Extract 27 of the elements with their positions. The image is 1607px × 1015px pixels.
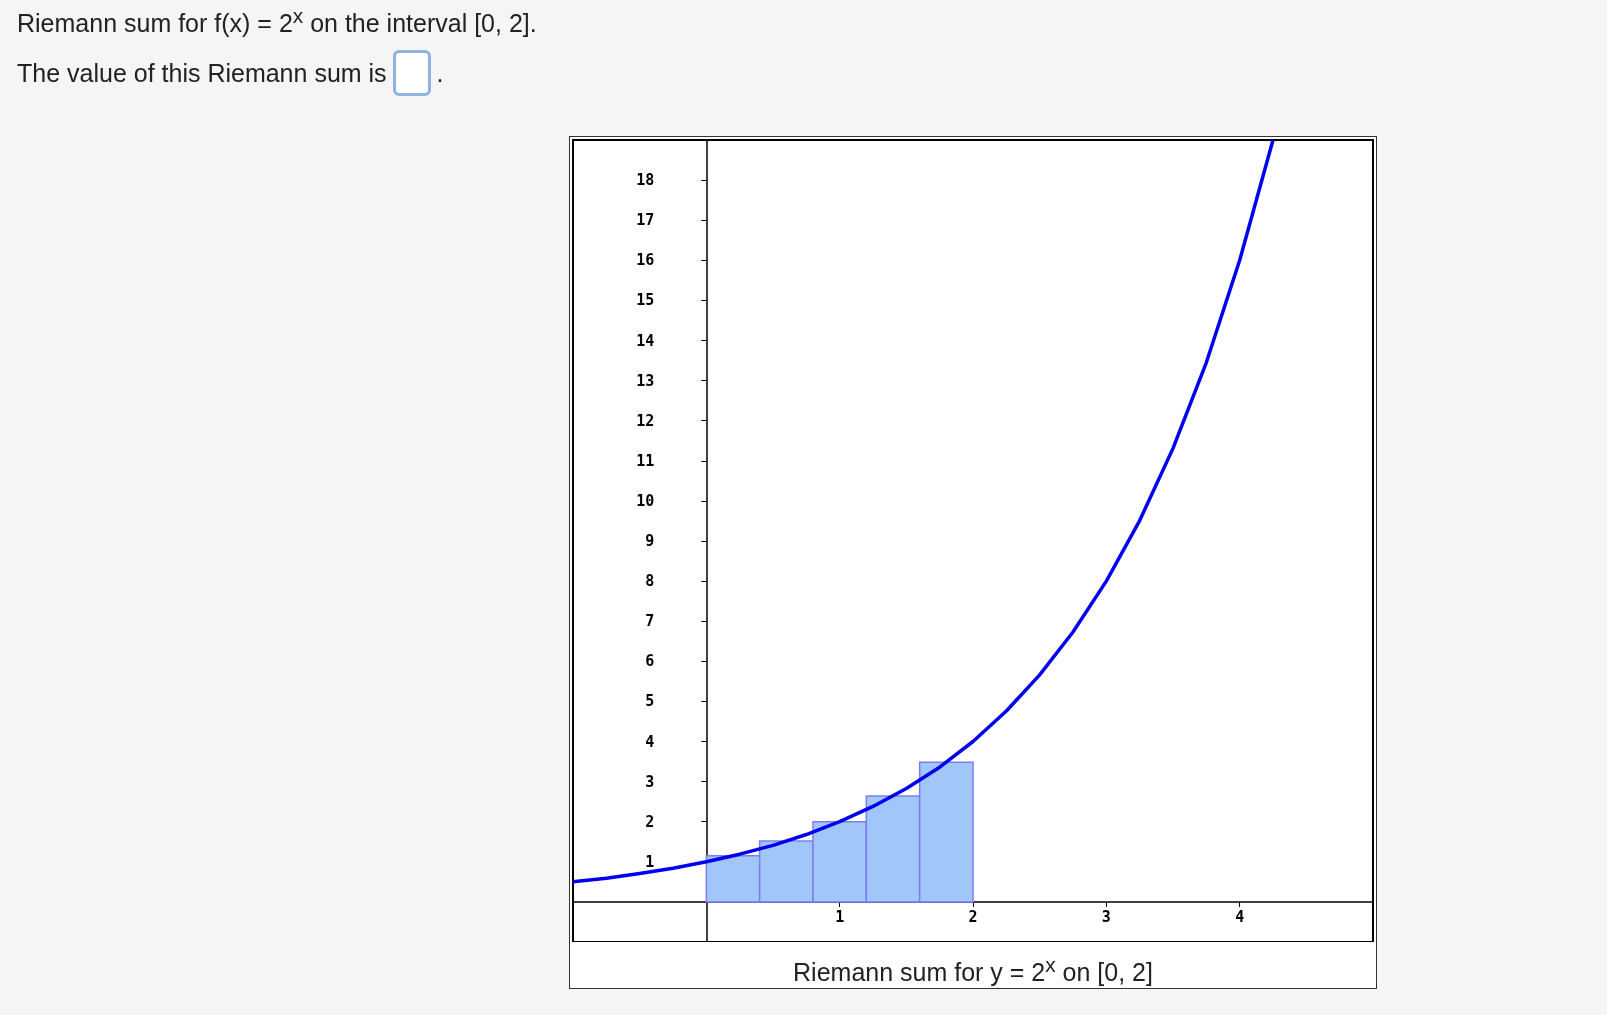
y-tick-label: 4 [645,732,655,751]
y-tick-label: 9 [645,532,655,550]
y-tick-label: 7 [645,612,655,631]
y-tick-label: 12 [636,411,655,430]
y-tick-label: 6 [645,652,655,671]
y-tick-label: 8 [645,572,655,591]
text: The value of this Riemann sum is [17,58,387,88]
x-axis-title: Riemann sum for y = 2$^{x}$ on [0, 2] [792,952,1154,988]
y-tick-label: 1 [645,852,655,871]
y-tick-label: 14 [636,331,655,350]
y-tick-label: 15 [636,291,655,310]
y-tick-label: 13 [636,371,655,390]
x-tick-label: 2 [968,908,978,927]
x-tick-label: 4 [1235,908,1245,927]
line-series [571,138,1275,884]
text: Riemann sum for f(x) = 2$^{x}$ on the interval [0, 2]. [17,4,537,39]
y-tick-label: 11 [636,451,655,470]
x-tick-label: 1 [835,908,845,927]
text: . [436,58,444,88]
y-tick-label: 17 [636,211,655,230]
y-tick-label: 3 [645,772,655,791]
x-tick-label: 3 [1101,908,1111,927]
y-tick-label: 18 [636,171,655,190]
y-tick-label: 16 [636,251,655,270]
y-tick-label: 5 [645,692,655,711]
y-tick-label: 10 [636,491,655,510]
y-tick-label: 2 [645,812,655,831]
